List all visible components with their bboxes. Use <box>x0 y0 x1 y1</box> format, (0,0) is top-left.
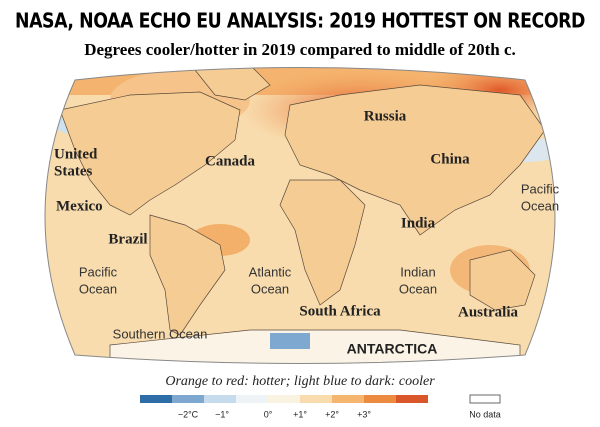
legend-tick-label: 0° <box>264 409 273 419</box>
legend-tick-label: +3° <box>357 409 371 419</box>
legend-tick-label: +2° <box>325 409 339 419</box>
map-label: Brazil <box>108 231 147 247</box>
map-label: Russia <box>364 108 407 124</box>
legend-tick-label: +1° <box>293 409 307 419</box>
subtitle: Degrees cooler/hotter in 2019 compared t… <box>84 40 516 59</box>
map-label: Pacific <box>79 264 118 279</box>
map-label: Ocean <box>399 281 437 296</box>
legend-bar <box>140 394 501 404</box>
map-label: Australia <box>458 304 519 320</box>
caption: Orange to red: hotter; light blue to dar… <box>165 374 435 389</box>
map-label: China <box>430 151 470 167</box>
map-label: United <box>54 146 98 162</box>
map-label: Ocean <box>79 281 117 296</box>
legend-no-data: No data <box>469 409 501 419</box>
title: NASA, NOAA ECHO EU ANALYSIS: 2019 HOTTES… <box>15 9 585 33</box>
map-label: ANTARCTICA <box>347 341 438 357</box>
map-label: States <box>54 163 92 179</box>
globe <box>45 67 555 364</box>
map-label: Southern Ocean <box>113 326 208 341</box>
globe-outline <box>44 67 556 364</box>
map-label: South Africa <box>299 303 381 319</box>
map-label: Ocean <box>251 281 289 296</box>
legend-labels: −2°C −1° 0° +1° +2° +3° No data <box>178 409 501 419</box>
map-label: Canada <box>205 153 256 169</box>
map-label: India <box>401 215 436 231</box>
legend-tick-label: −2°C <box>178 409 199 419</box>
map-label: Pacific <box>521 181 560 196</box>
continents <box>59 67 546 364</box>
map-label: Mexico <box>56 198 103 214</box>
map-label: Ocean <box>521 198 559 213</box>
map-label: Atlantic <box>249 264 292 279</box>
legend-tick-label: −1° <box>215 409 229 419</box>
map-label: Indian <box>400 264 435 279</box>
